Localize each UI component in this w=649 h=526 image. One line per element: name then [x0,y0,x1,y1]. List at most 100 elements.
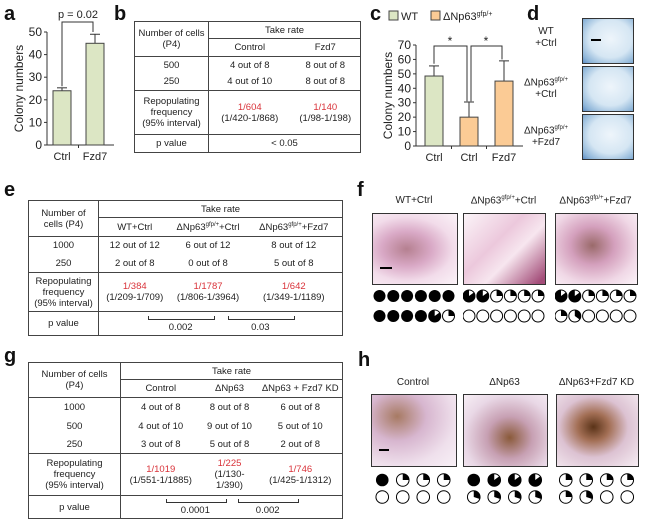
column-header: Control [121,380,201,398]
bar [494,80,514,147]
repopulating-cell: 1/225 (1/130-1/390) [200,453,259,496]
take-rate-cell: 6 out of 12 [170,236,246,255]
scale-bar [380,267,392,269]
panel-label-f: f [357,179,364,201]
corner-header-line: Number of cells [41,369,108,380]
engraftment-pie-icon [428,309,442,323]
frequency-value: 1/225 [217,458,242,469]
repopulating-label-line: (95% interval) [45,480,104,491]
colony-plate-image-np63-ctrl [582,66,634,112]
column-header: ΔNp63 + Fzd7 KD [259,380,343,398]
plate-condition-label: ΔNp63gfp/+ +Ctrl [520,74,572,101]
engraftment-pie-icon [487,490,502,504]
take-rate-cell: 12 out of 12 [98,236,171,255]
frequency-value: 1/1787 [193,281,223,292]
take-rate-table-b: Number of cells (P4) Take rate Control Fzd7 5… [134,21,362,153]
repopulating-label: Repopulating frequency (95% interval) [134,90,209,135]
y-tick-label: 40 [398,81,412,95]
engraftment-pie-icon [463,309,476,323]
significance-star: * [448,34,453,48]
repopulating-cell: 1/746 (1/425-1/1312) [258,453,343,496]
engraftment-pie-icon [466,490,481,504]
repopulating-cell: 1/1787 (1/806-1/3964) [170,272,246,312]
panel-label-c: c [370,3,382,25]
engraftment-pie-icon [503,289,517,303]
frequency-value: 1/746 [288,463,313,475]
engraftment-pie-icon [442,290,455,302]
panel-label-d: d [527,3,540,25]
cell-number: 250 [134,73,209,91]
significance-bracket [61,21,94,87]
p-value-row: p value < 0.05 [134,134,361,153]
engraftment-pie-icon [558,490,573,504]
repopulating-cell: 1/1019 (1/551-1/1885) [120,453,201,496]
legend-swatch-wt [388,10,399,21]
engraftment-pie-icon [442,309,455,323]
repopulating-label-line: frequency [150,107,193,118]
legend-label-sup: gfp/+ [477,11,493,18]
engraftment-pie-grid [466,473,543,504]
confidence-interval: (1/98-1/198) [299,112,352,124]
engraftment-pie-icon [490,289,504,303]
condition-title: ΔNp63gfp/++Ctrl [453,195,554,206]
engraftment-pie-icon [531,309,545,323]
panel-label-e: e [4,179,16,201]
plate-condition-line2: +Fzd7 [531,137,561,149]
mammary-whole-mount-image [371,394,457,467]
table-row: 500 4 out of 10 9 out of 10 5 out of 10 [28,416,343,436]
p-value-cell: 0.0001 0.002 [120,495,343,519]
y-axis-label: Colony numbers [12,45,26,132]
engraftment-pie-icon [463,289,476,303]
cell-number: 1000 [28,236,99,255]
x-tick-label: Ctrl [53,151,70,163]
y-tick-label: 70 [398,38,412,52]
confidence-interval: (1/420-1/868) [221,112,279,124]
take-rate-table-g: Number of cells (P4) Take rate Control ΔNp63… [28,362,344,519]
engraftment-pie-icon [436,473,451,487]
condition-title: WT+Ctrl [362,195,466,206]
frequency-value: 1/604 [237,101,262,113]
significance-star: * [484,34,489,48]
engraftment-pie-icon [476,289,490,303]
bar [85,42,105,146]
label-text: ΔNp63 [523,125,555,137]
engraftment-pie-icon [507,473,522,487]
p-value: 0.0001 [180,505,210,516]
legend-swatch-np63 [430,10,441,21]
bar [459,116,479,147]
frequency-value: 1/384 [122,281,147,292]
take-rate-cell: 8 out of 12 [245,236,343,255]
mammary-whole-mount-image [463,213,546,285]
p-value-label: p value [28,311,99,336]
take-rate-cell: 9 out of 10 [207,420,252,432]
colony-plate-image-np63-fzd7 [582,114,634,160]
column-header-row: WT+Ctrl ΔNp63gfp/++Ctrl ΔNp63gfp/++Fzd7 [29,218,343,237]
y-tick-label: 20 [29,93,43,107]
engraftment-pie-icon [507,490,522,504]
genotype-superscript: gfp/+ [554,125,569,131]
label-text: Control [234,42,266,53]
engraftment-pie-icon [401,290,414,302]
y-tick-label: 10 [398,125,412,139]
engraftment-pie-icon [609,289,623,303]
take-rate-cell: 8 out of 8 [200,397,259,417]
corner-header-line: Number of cells [138,28,205,39]
repopulating-label-line: Repopulating [35,275,92,287]
condition-title: ΔNp63 [453,377,556,388]
engraftment-pie-icon [579,490,594,504]
label-text: ΔNp63 [523,77,555,89]
repopulating-row: Repopulating frequency (95% interval) 1/101… [28,453,343,496]
y-tick-label: 30 [398,96,412,110]
colony-plate-image-wt-ctrl [582,18,634,64]
table-row: 1000 12 out of 12 6 out of 12 8 out of 12 [28,236,343,255]
significance-bracket [227,315,295,320]
take-rate-cell: 6 out of 8 [258,397,343,417]
plate-condition-line1: ΔNp63gfp/+ [520,122,572,137]
table-row: 250 2 out of 8 0 out of 8 5 out of 8 [28,254,343,273]
engraftment-pie-icon [531,289,545,303]
engraftment-pie-icon [555,309,568,323]
corner-header-line: (P4) [65,380,84,391]
plate-condition-label: ΔNp63gfp/+ +Fzd7 [520,122,572,149]
take-rate-cell: 4 out of 8 [208,56,291,74]
